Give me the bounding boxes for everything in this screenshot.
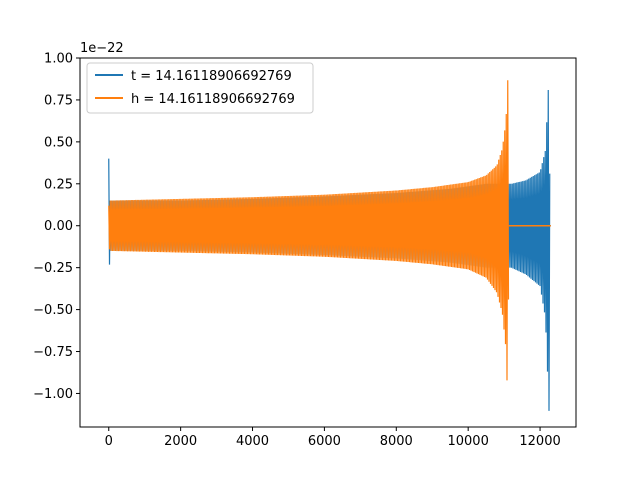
plot-frame [79,57,577,428]
y-offset-label: 1e−22 [80,41,124,56]
y-tick-label: −1.00 [33,387,73,402]
y-tick-label: −0.75 [33,345,73,360]
series-layer [108,80,551,411]
legend-box [86,62,314,114]
y-tick-label: 1.00 [44,52,73,67]
legend-label-t: t = 14.16118906692769 [131,69,292,84]
y-tick-label: 0.00 [44,219,73,234]
legend: t = 14.16118906692769 h = 14.16118906692… [86,62,314,114]
series-oscillation [108,80,510,381]
x-tick-label: 8000 [380,434,413,449]
y-axis: −1.00 −0.75 −0.50 −0.25 0.00 0.25 0.50 0.75 1.00 [33,52,80,402]
x-tick-label: 2000 [164,434,197,449]
x-axis: 0 2000 4000 6000 8000 10000 12000 [105,427,561,449]
x-tick-label: 10000 [447,434,488,449]
y-tick-label: 0.75 [44,93,73,108]
y-tick-label: −0.25 [33,261,73,276]
y-tick-label: −0.50 [33,303,73,318]
x-tick-label: 4000 [236,434,269,449]
legend-label-h: h = 14.16118906692769 [131,92,295,107]
x-tick-label: 0 [105,434,113,449]
series-h [108,80,551,381]
y-tick-label: 0.25 [44,177,73,192]
x-tick-label: 6000 [308,434,341,449]
y-tick-label: 0.50 [44,135,73,150]
x-tick-label: 12000 [519,434,560,449]
